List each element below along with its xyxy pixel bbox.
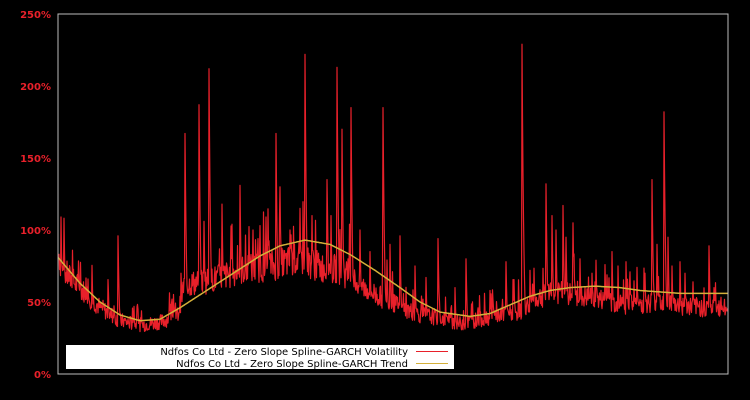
y-tick-label: 200% — [20, 82, 51, 93]
y-tick-label: 150% — [20, 154, 51, 165]
legend-label-volatility: Ndfos Co Ltd - Zero Slope Spline-GARCH V… — [160, 347, 408, 358]
y-tick-label: 0% — [34, 370, 51, 381]
y-tick-label: 250% — [20, 10, 51, 21]
volatility-line — [58, 43, 729, 333]
y-tick-label: 100% — [20, 226, 51, 237]
legend-box — [66, 345, 454, 369]
y-axis: 0% 50% 100% 150% 200% 250% — [20, 10, 51, 381]
trend-line — [57, 239, 728, 322]
legend: Ndfos Co Ltd - Zero Slope Spline-GARCH V… — [66, 345, 454, 370]
legend-label-trend: Ndfos Co Ltd - Zero Slope Spline-GARCH T… — [176, 359, 408, 370]
plot-frame — [57, 13, 729, 375]
plot-area — [57, 43, 729, 333]
y-tick-label: 50% — [27, 298, 51, 309]
